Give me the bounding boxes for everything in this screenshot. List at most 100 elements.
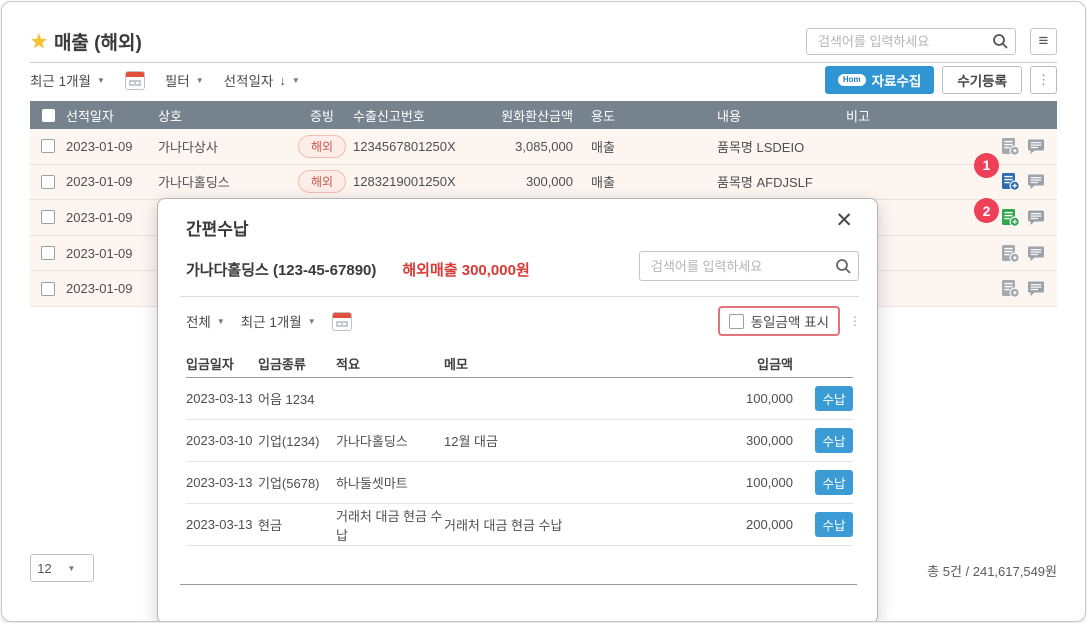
page-title: 매출 (해외) bbox=[53, 32, 142, 54]
cell-deposit-type: 기업(5678) bbox=[258, 476, 320, 491]
receive-button[interactable]: 수납 bbox=[815, 428, 853, 453]
period-filter-dropdown[interactable]: 최근 1개월 ▼ bbox=[30, 74, 105, 89]
voucher-action-icon[interactable] bbox=[1001, 279, 1020, 299]
receipt-row: 2023-03-13 현금 거래처 대금 현금 수납 거래처 대금 현금 수납 … bbox=[186, 504, 853, 546]
voucher-action-icon[interactable] bbox=[1001, 208, 1020, 227]
calendar-button[interactable] bbox=[124, 70, 145, 90]
memo-icon[interactable] bbox=[1027, 173, 1045, 190]
cell-purpose: 매출 bbox=[591, 139, 615, 155]
search-input[interactable] bbox=[816, 32, 992, 50]
receipt-row: 2023-03-13 어음 1234 100,000 수납 bbox=[186, 378, 853, 420]
chevron-down-icon: ▼ bbox=[195, 75, 204, 85]
cell-company: 가나다홀딩스 bbox=[158, 175, 230, 191]
receive-button[interactable]: 수납 bbox=[815, 470, 853, 495]
voucher-action-icon[interactable] bbox=[1001, 137, 1020, 156]
memo-icon[interactable] bbox=[1027, 138, 1045, 155]
cell-memo: 12월 대금 bbox=[444, 434, 498, 449]
row-checkbox[interactable] bbox=[41, 246, 55, 261]
col-header-summary: 적요 bbox=[336, 356, 360, 372]
receipt-table-header: 입금일자 입금종류 적요 메모 입금액 bbox=[186, 349, 853, 378]
sort-dropdown[interactable]: 선적일자 ↓ ▼ bbox=[223, 72, 300, 90]
col-header-remark: 비고 bbox=[846, 108, 870, 124]
step-marker-badge: 1 bbox=[974, 152, 999, 178]
modal-title: 간편수납 bbox=[186, 220, 249, 239]
search-icon[interactable] bbox=[992, 33, 1009, 50]
cell-purpose: 매출 bbox=[591, 175, 615, 191]
voucher-action-icon[interactable] bbox=[1001, 244, 1020, 263]
global-search[interactable] bbox=[806, 27, 1016, 55]
col-header-amount: 원화환산금액 bbox=[501, 108, 573, 124]
chevron-down-icon: ▼ bbox=[96, 75, 105, 85]
modal-divider bbox=[180, 296, 859, 297]
modal-calendar-button[interactable] bbox=[331, 311, 352, 331]
row-checkbox[interactable] bbox=[41, 139, 55, 154]
chevron-down-icon: ▼ bbox=[67, 563, 76, 573]
close-icon[interactable]: ✕ bbox=[829, 207, 859, 234]
cell-summary: 하나둘셋마트 bbox=[336, 476, 408, 491]
calendar-icon bbox=[124, 70, 145, 90]
collect-data-button[interactable]: Hom 자료수집 bbox=[824, 66, 935, 94]
cell-date: 2023-01-09 bbox=[66, 209, 133, 225]
same-amount-toggle[interactable]: 동일금액 표시 bbox=[717, 306, 840, 336]
modal-search-input[interactable] bbox=[649, 257, 835, 275]
cell-summary: 거래처 대금 현금 수납 bbox=[336, 508, 443, 543]
page-size-select[interactable]: 12 ▼ bbox=[30, 554, 94, 582]
cell-description: 품목명 LSDEIO bbox=[717, 139, 805, 155]
cell-deposit-date: 2023-03-13 bbox=[186, 391, 253, 406]
cell-deposit-type: 현금 bbox=[258, 518, 282, 533]
modal-company-info: 가나다홀딩스 (123-45-67890) 해외매출 300,000원 bbox=[186, 259, 530, 280]
cell-summary: 가나다홀딩스 bbox=[336, 434, 408, 449]
chevron-down-icon: ▼ bbox=[291, 75, 300, 85]
col-header-purpose: 용도 bbox=[591, 108, 615, 124]
voucher-action-icon[interactable] bbox=[1001, 172, 1020, 192]
table-row[interactable]: 2023-01-09 가나다상사 해외 1234567801250X 3,085… bbox=[30, 129, 1057, 165]
modal-search[interactable] bbox=[639, 251, 859, 281]
memo-icon[interactable] bbox=[1027, 280, 1045, 297]
same-amount-checkbox[interactable] bbox=[728, 313, 744, 329]
cell-deposit-date: 2023-03-13 bbox=[186, 517, 253, 532]
modal-kebab-icon[interactable]: ⋮ bbox=[849, 314, 861, 328]
col-header-description: 내용 bbox=[717, 108, 741, 124]
cell-deposit-amount: 300,000 bbox=[746, 433, 793, 448]
quick-receipt-modal: 간편수납 ✕ 가나다홀딩스 (123-45-67890) 해외매출 300,00… bbox=[157, 198, 878, 621]
search-icon[interactable] bbox=[835, 258, 852, 275]
cell-description: 품목명 AFDJSLF bbox=[717, 175, 813, 191]
modal-period-dropdown[interactable]: 최근 1개월 ▼ bbox=[240, 315, 316, 330]
receipt-row: 2023-03-13 기업(5678) 하나둘셋마트 100,000 수납 bbox=[186, 462, 853, 504]
cell-amount: 300,000 bbox=[526, 174, 573, 190]
row-checkbox[interactable] bbox=[41, 210, 55, 225]
col-header-deposit-amount: 입금액 bbox=[757, 356, 793, 372]
cell-date: 2023-01-09 bbox=[66, 174, 133, 190]
calendar-icon bbox=[331, 311, 352, 331]
more-options-button[interactable]: ⋮ bbox=[1030, 66, 1057, 94]
manual-entry-button[interactable]: 수기등록 bbox=[942, 66, 1022, 94]
receipt-table-body: 2023-03-13 어음 1234 100,000 수납 2023-03-10… bbox=[186, 378, 853, 546]
step-marker-badge: 2 bbox=[974, 198, 999, 224]
col-header-company: 상호 bbox=[158, 108, 182, 124]
col-header-date: 선적일자 bbox=[66, 108, 114, 124]
memo-icon[interactable] bbox=[1027, 209, 1045, 226]
modal-type-dropdown[interactable]: 전체 ▼ bbox=[186, 315, 225, 330]
cell-date: 2023-01-09 bbox=[66, 281, 133, 297]
cell-deposit-date: 2023-03-10 bbox=[186, 433, 253, 448]
sort-desc-icon: ↓ bbox=[279, 72, 286, 88]
memo-icon[interactable] bbox=[1027, 245, 1045, 262]
row-checkbox[interactable] bbox=[41, 174, 55, 189]
favorite-star-icon[interactable]: ★ bbox=[30, 30, 48, 53]
cell-deposit-amount: 100,000 bbox=[746, 391, 793, 406]
receive-button[interactable]: 수납 bbox=[815, 386, 853, 411]
chevron-down-icon: ▼ bbox=[216, 316, 225, 326]
cell-export-no: 1234567801250X bbox=[353, 138, 456, 154]
col-header-deposit-date: 입금일자 bbox=[186, 356, 234, 372]
same-amount-label: 동일금액 표시 bbox=[750, 315, 829, 330]
row-checkbox[interactable] bbox=[41, 281, 55, 296]
receive-button[interactable]: 수납 bbox=[815, 512, 853, 537]
table-row[interactable]: 2023-01-09 가나다홀딩스 해외 1283219001250X 300,… bbox=[30, 152, 1057, 201]
filter-dropdown[interactable]: 필터 ▼ bbox=[164, 74, 204, 89]
hamburger-menu-button[interactable]: ≡ bbox=[1030, 27, 1057, 55]
cell-date: 2023-01-09 bbox=[66, 245, 133, 261]
select-all-checkbox[interactable] bbox=[41, 108, 55, 122]
overseas-badge: 해외 bbox=[297, 134, 347, 158]
cell-date: 2023-01-09 bbox=[66, 138, 133, 154]
